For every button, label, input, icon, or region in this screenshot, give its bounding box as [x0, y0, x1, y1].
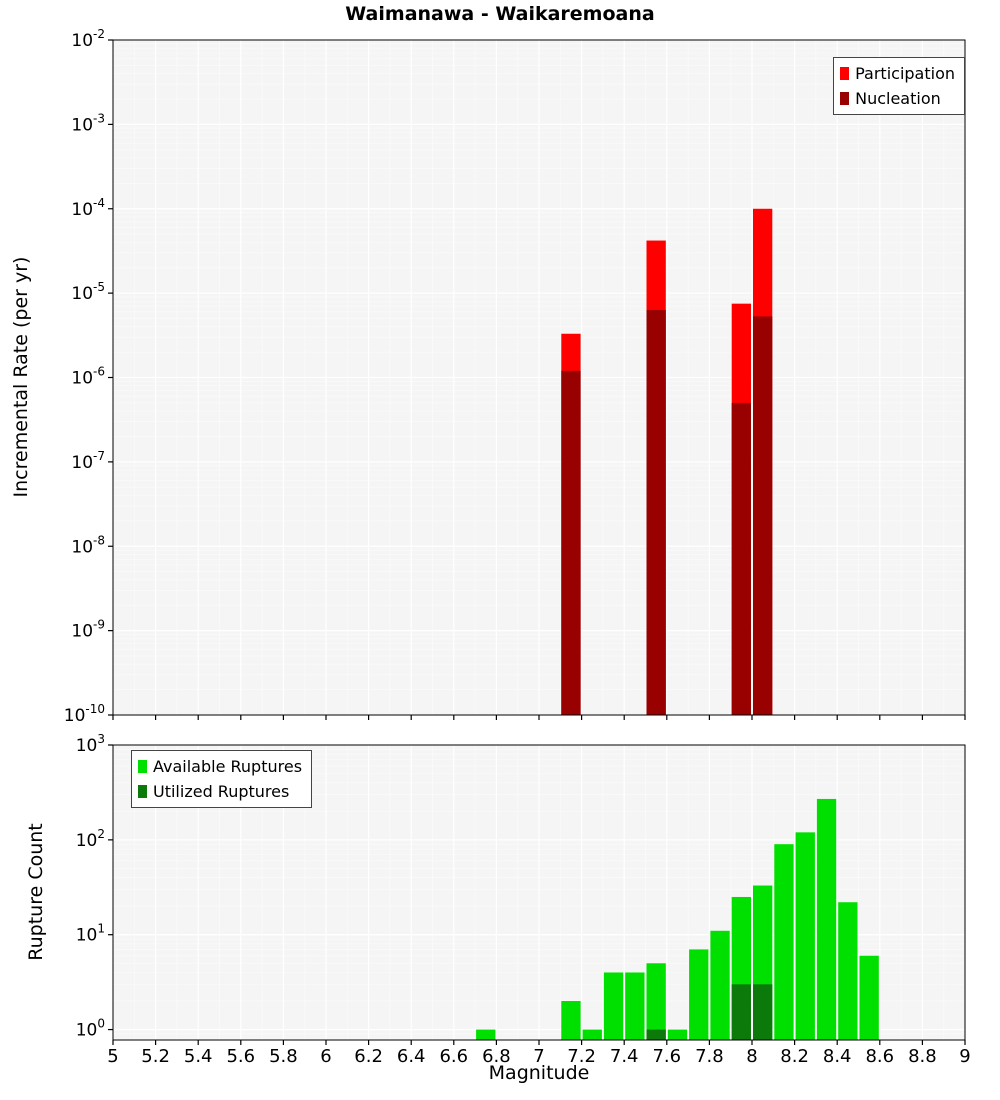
y-tick-label: 10-3 — [71, 111, 105, 135]
incremental-rate-gridlines — [113, 39, 965, 716]
legend-label-available-ruptures: Available Ruptures — [153, 757, 303, 776]
available-ruptures-bar — [603, 972, 624, 1040]
x-tick-label: 8.8 — [908, 1046, 937, 1067]
available-ruptures-bar — [476, 1029, 496, 1040]
available-ruptures-bar — [838, 902, 858, 1040]
x-tick-label: 6.6 — [439, 1046, 468, 1067]
available-ruptures-bar — [667, 1029, 688, 1040]
utilized-ruptures-bar — [753, 984, 773, 1040]
x-tick-label: 5 — [107, 1046, 118, 1067]
y-tick-label: 10-10 — [64, 702, 105, 726]
x-axis-label-magnitude: Magnitude — [488, 1062, 590, 1084]
available-ruptures-bar — [689, 949, 709, 1040]
y-tick-label: 10-4 — [71, 196, 105, 220]
y-tick-label: 103 — [76, 732, 105, 756]
x-tick-label: 8.2 — [780, 1046, 809, 1067]
x-tick-label: 5.8 — [269, 1046, 298, 1067]
available-ruptures-bar — [582, 1029, 602, 1040]
legend-label-nucleation: Nucleation — [855, 89, 941, 109]
y-tick-label: 100 — [76, 1017, 105, 1041]
available-ruptures-bar — [795, 832, 815, 1040]
legend-bottom-plot: Available Ruptures Utilized Ruptures — [131, 750, 313, 809]
nucleation-bar — [561, 370, 581, 715]
x-tick-label: 6.8 — [482, 1046, 511, 1067]
available-ruptures-bar — [859, 955, 879, 1040]
available-ruptures-bar — [710, 930, 730, 1040]
incremental-rate-ticks — [108, 39, 966, 720]
y-tick-label: 10-7 — [71, 449, 105, 473]
legend-top-plot: Participation Nucleation — [833, 57, 965, 116]
legend-item-available-ruptures: Available Ruptures — [138, 754, 302, 779]
nucleation-swatch-icon — [840, 92, 850, 106]
y-tick-label: 10-9 — [71, 618, 105, 642]
x-tick-label: 5.6 — [226, 1046, 255, 1067]
utilized-ruptures-bar — [731, 984, 751, 1040]
x-tick-label: 7.6 — [652, 1046, 681, 1067]
y-tick-label: 10-8 — [71, 533, 105, 557]
incremental-rate-bars — [561, 208, 773, 716]
rupture-count-bars — [476, 798, 879, 1040]
y-tick-label: 102 — [76, 827, 105, 851]
chart-title: Waimanawa - Waikaremoana — [345, 3, 655, 25]
available-ruptures-bar — [816, 798, 837, 1040]
legend-label-utilized-ruptures: Utilized Ruptures — [153, 782, 290, 802]
nucleation-bar — [753, 316, 773, 715]
legend-item-nucleation: Nucleation — [840, 86, 955, 111]
x-tick-label: 6 — [320, 1046, 331, 1067]
x-tick-label: 6.2 — [354, 1046, 383, 1067]
x-tick-label: 7 — [533, 1046, 544, 1067]
y-tick-label: 10-6 — [71, 365, 105, 389]
rupture-count-ticks — [108, 744, 966, 1045]
available-ruptures-bar — [774, 844, 794, 1040]
incremental-rate-plot: 10-10 10-9 10-8 10-7 10-6 10-5 10-4 10-3 10-2 — [64, 27, 966, 726]
y-tick-label: 101 — [76, 922, 105, 946]
x-tick-label: 7.2 — [567, 1046, 596, 1067]
x-tick-label: 7.4 — [610, 1046, 639, 1067]
x-tick-label: 5.2 — [141, 1046, 170, 1067]
x-tick-label: 7.8 — [695, 1046, 724, 1067]
utilized-ruptures-swatch-icon — [138, 785, 147, 799]
nucleation-bar — [646, 310, 666, 715]
x-tick-label: 5.4 — [184, 1046, 213, 1067]
legend-label-participation: Participation — [855, 64, 955, 83]
utilized-ruptures-bar — [646, 1029, 666, 1040]
y-tick-label: 10-5 — [71, 280, 105, 304]
legend-item-utilized-ruptures: Utilized Ruptures — [138, 779, 302, 804]
rupture-count-plot: 100 101 102 103 5 5.2 5.4 5.6 5.8 6 6.2 6.4 6.6 6.8 7 7… — [76, 732, 971, 1067]
available-ruptures-swatch-icon — [138, 760, 147, 774]
x-tick-label: 6.4 — [397, 1046, 426, 1067]
y-tick-label: 10-2 — [71, 27, 105, 51]
participation-swatch-icon — [840, 67, 850, 81]
available-ruptures-bar — [625, 972, 645, 1040]
legend-item-participation: Participation — [840, 61, 955, 86]
x-tick-label: 8 — [746, 1046, 757, 1067]
x-tick-label: 8.6 — [865, 1046, 894, 1067]
nucleation-bar — [731, 402, 751, 715]
available-ruptures-bar — [646, 963, 666, 1040]
available-ruptures-bar — [561, 1001, 581, 1040]
x-tick-label: 8.4 — [823, 1046, 852, 1067]
x-tick-label: 9 — [959, 1046, 970, 1067]
